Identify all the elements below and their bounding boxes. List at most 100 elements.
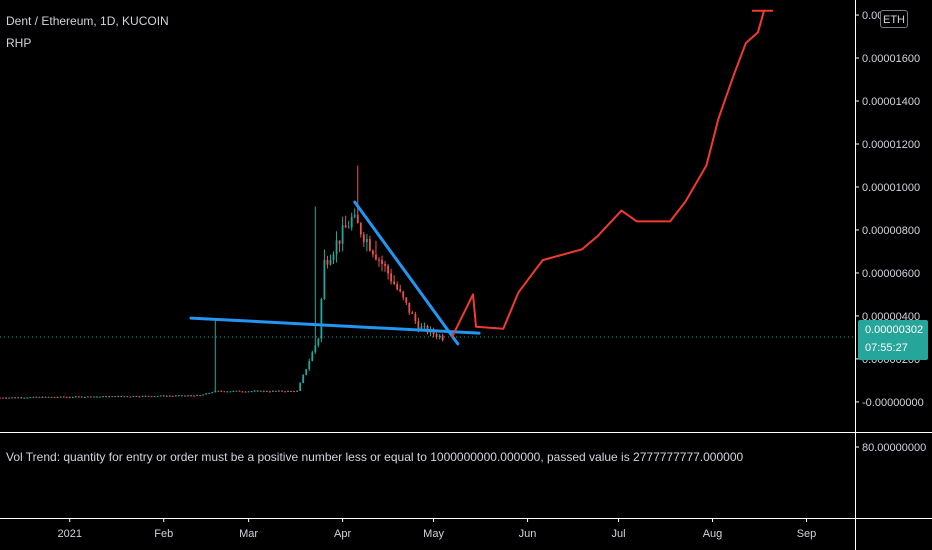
candle-body xyxy=(168,395,171,397)
y-tick-label: 0.00000800 xyxy=(862,225,920,237)
candle-body xyxy=(47,396,50,398)
candle-body xyxy=(96,396,98,398)
candle-body xyxy=(23,397,26,399)
candle-body xyxy=(135,396,138,398)
candle-body xyxy=(235,390,238,392)
currency-badge[interactable]: ETH xyxy=(880,10,908,28)
candle-body xyxy=(162,395,165,397)
candle-body xyxy=(26,397,29,399)
candle-body xyxy=(80,396,83,398)
candle-body xyxy=(141,395,144,397)
candle-body xyxy=(117,396,120,398)
candle-body xyxy=(253,390,256,392)
last-price-value: 0.00000302 xyxy=(865,324,924,336)
candle-body xyxy=(438,335,441,337)
candle-body xyxy=(362,234,365,243)
candle-body xyxy=(20,397,23,399)
candle-body xyxy=(150,396,153,398)
candle-body xyxy=(365,238,368,243)
candle-body xyxy=(196,395,198,397)
candle-body xyxy=(68,396,71,398)
candle-body xyxy=(74,396,77,398)
candle-body xyxy=(411,312,414,315)
candle-body xyxy=(423,325,426,327)
candle-body xyxy=(62,396,65,398)
candle-body xyxy=(317,338,320,346)
candle-body xyxy=(262,390,265,392)
candle-body xyxy=(17,397,20,399)
candle-body xyxy=(368,238,371,251)
candle-body xyxy=(108,396,111,398)
candle-body xyxy=(90,396,92,398)
y-tick-label: 0.00001200 xyxy=(862,139,920,151)
candle-body xyxy=(71,397,74,399)
candle-body xyxy=(281,390,283,392)
candle-body xyxy=(8,397,10,399)
candlestick-series xyxy=(0,165,444,399)
support-trendline[interactable] xyxy=(189,316,481,335)
y-tick-label: 0.00001600 xyxy=(862,53,920,65)
candle-body xyxy=(238,390,241,392)
candle-body xyxy=(177,395,180,397)
candle-body xyxy=(93,396,95,398)
candle-body xyxy=(284,391,286,393)
y-tick-label: 0.00001400 xyxy=(862,96,920,108)
candle-body xyxy=(220,390,223,392)
candle-body xyxy=(193,395,195,397)
candle-body xyxy=(232,390,235,392)
candle-body xyxy=(308,361,311,370)
candle-body xyxy=(44,396,47,398)
trendline-group[interactable] xyxy=(189,200,481,346)
projection-group[interactable] xyxy=(450,9,774,338)
candle-body xyxy=(99,396,101,398)
candle-body xyxy=(147,395,150,397)
candle-body xyxy=(211,392,214,394)
candle-body xyxy=(299,382,302,391)
x-tick-label: May xyxy=(423,528,444,540)
candle-body xyxy=(202,394,205,396)
candle-body xyxy=(326,259,329,265)
x-tick-label: Apr xyxy=(334,528,351,540)
candle-body xyxy=(126,396,129,398)
candle-body xyxy=(372,250,374,255)
candle-body xyxy=(214,390,217,393)
candle-body xyxy=(441,335,444,341)
candle-body xyxy=(435,333,438,337)
chart-title: Dent / Ethereum, 1D, KUCOIN xyxy=(6,14,169,28)
candle-body xyxy=(38,396,41,398)
candle-body xyxy=(396,284,399,290)
x-tick-label: Feb xyxy=(154,528,173,540)
candle-body xyxy=(87,396,89,398)
candle-body xyxy=(105,396,108,398)
candle-body xyxy=(56,397,59,399)
candle-body xyxy=(14,397,17,399)
candle-body xyxy=(199,395,202,397)
candle-body xyxy=(114,396,117,398)
candle-body xyxy=(290,390,292,392)
candle-body xyxy=(244,391,247,393)
candle-body xyxy=(287,390,289,392)
candle-body xyxy=(408,302,411,313)
candle-body xyxy=(129,396,132,398)
candle-body xyxy=(275,390,277,392)
candle-body xyxy=(217,390,220,392)
candle-body xyxy=(338,240,341,244)
candle-body xyxy=(393,281,396,285)
candle-body xyxy=(414,314,417,322)
projection-path[interactable] xyxy=(450,10,765,338)
candle-body xyxy=(171,395,174,397)
candle-body xyxy=(329,260,332,265)
candle-body xyxy=(390,273,393,282)
candle-body xyxy=(123,396,126,398)
candle-body xyxy=(293,391,295,393)
candle-body xyxy=(305,369,308,375)
x-tick-label: Jul xyxy=(611,528,625,540)
bar-countdown: 07:55:27 xyxy=(865,342,908,354)
resistance-trendline[interactable] xyxy=(353,200,460,346)
candle-body xyxy=(181,395,183,397)
candle-body xyxy=(153,396,156,398)
candle-body xyxy=(159,395,162,397)
candle-body xyxy=(35,396,38,398)
candle-body xyxy=(65,396,68,398)
y-tick-label: 0.00001000 xyxy=(862,182,920,194)
